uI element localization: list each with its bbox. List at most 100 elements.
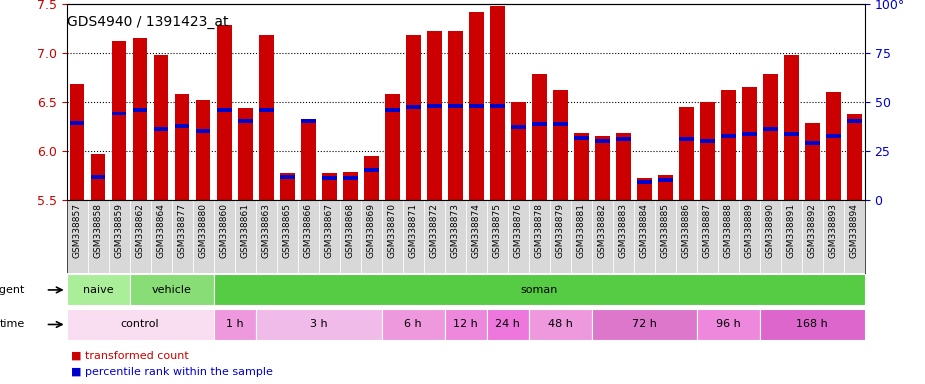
- Bar: [214, 309, 255, 340]
- Bar: [133, 108, 147, 112]
- Text: GSM338885: GSM338885: [660, 204, 670, 258]
- Bar: [490, 6, 505, 200]
- Bar: [469, 12, 484, 200]
- Bar: [700, 139, 715, 143]
- Bar: [448, 104, 462, 108]
- Text: GSM338892: GSM338892: [808, 204, 817, 258]
- Text: GSM338890: GSM338890: [766, 204, 775, 258]
- Bar: [592, 200, 612, 273]
- Bar: [595, 136, 610, 200]
- Bar: [553, 90, 568, 200]
- Text: GSM338860: GSM338860: [219, 204, 228, 258]
- Bar: [616, 133, 631, 200]
- Bar: [151, 200, 172, 273]
- Bar: [364, 156, 378, 200]
- Text: naive: naive: [83, 285, 114, 295]
- Bar: [763, 127, 778, 131]
- Bar: [532, 74, 547, 200]
- Bar: [637, 180, 651, 184]
- Text: ■ transformed count: ■ transformed count: [71, 350, 189, 360]
- Bar: [739, 200, 759, 273]
- Text: GSM338887: GSM338887: [703, 204, 712, 258]
- Text: GSM338872: GSM338872: [430, 204, 438, 258]
- Bar: [529, 200, 549, 273]
- Text: GSM338866: GSM338866: [303, 204, 313, 258]
- Bar: [612, 200, 634, 273]
- Text: 1 h: 1 h: [226, 319, 243, 329]
- Text: GSM338869: GSM338869: [366, 204, 376, 258]
- Bar: [637, 178, 651, 200]
- Text: GSM338879: GSM338879: [556, 204, 565, 258]
- Bar: [112, 41, 127, 200]
- Text: GSM338857: GSM338857: [72, 204, 81, 258]
- Bar: [175, 124, 190, 128]
- Bar: [571, 200, 592, 273]
- Bar: [718, 200, 739, 273]
- Bar: [805, 141, 820, 145]
- Bar: [490, 104, 505, 108]
- Bar: [112, 111, 127, 116]
- Bar: [154, 127, 168, 131]
- Bar: [69, 121, 84, 125]
- Text: GSM338861: GSM338861: [240, 204, 250, 258]
- Bar: [511, 125, 525, 129]
- Bar: [133, 38, 147, 200]
- Bar: [361, 200, 382, 273]
- Text: 96 h: 96 h: [716, 319, 741, 329]
- Text: control: control: [121, 319, 159, 329]
- Bar: [658, 175, 672, 200]
- Bar: [280, 175, 294, 179]
- Text: 48 h: 48 h: [548, 319, 573, 329]
- Bar: [445, 200, 465, 273]
- Bar: [108, 200, 130, 273]
- Text: GSM338882: GSM338882: [598, 204, 607, 258]
- Text: GSM338871: GSM338871: [409, 204, 418, 258]
- Bar: [322, 173, 337, 200]
- Bar: [130, 274, 214, 306]
- Bar: [847, 114, 862, 200]
- Text: GSM338874: GSM338874: [472, 204, 481, 258]
- Text: 12 h: 12 h: [453, 319, 478, 329]
- Bar: [508, 200, 529, 273]
- Text: 6 h: 6 h: [404, 319, 422, 329]
- Bar: [88, 200, 108, 273]
- Bar: [280, 173, 294, 200]
- Bar: [826, 92, 841, 200]
- Bar: [154, 55, 168, 200]
- Bar: [676, 200, 697, 273]
- Bar: [487, 200, 508, 273]
- Bar: [574, 133, 588, 200]
- Bar: [549, 200, 571, 273]
- Bar: [69, 84, 84, 200]
- Text: GSM338870: GSM338870: [388, 204, 397, 258]
- Text: GSM338867: GSM338867: [325, 204, 334, 258]
- Bar: [255, 200, 277, 273]
- Bar: [382, 309, 445, 340]
- Bar: [511, 102, 525, 200]
- Text: GSM338859: GSM338859: [115, 204, 124, 258]
- Bar: [172, 200, 192, 273]
- Bar: [697, 200, 718, 273]
- Bar: [238, 119, 253, 123]
- Text: time: time: [0, 319, 25, 329]
- Bar: [214, 200, 235, 273]
- Bar: [301, 123, 315, 200]
- Bar: [91, 175, 105, 179]
- Bar: [679, 107, 694, 200]
- Bar: [406, 35, 421, 200]
- Bar: [759, 200, 781, 273]
- Text: GSM338878: GSM338878: [535, 204, 544, 258]
- Text: GSM338883: GSM338883: [619, 204, 628, 258]
- Bar: [235, 200, 255, 273]
- Bar: [721, 134, 735, 138]
- Text: GSM338894: GSM338894: [850, 204, 859, 258]
- Bar: [196, 100, 211, 200]
- Text: GSM338863: GSM338863: [262, 204, 271, 258]
- Text: GSM338889: GSM338889: [745, 204, 754, 258]
- Bar: [214, 274, 865, 306]
- Bar: [823, 200, 844, 273]
- Bar: [445, 309, 487, 340]
- Bar: [616, 137, 631, 141]
- Bar: [298, 200, 319, 273]
- Bar: [216, 25, 231, 200]
